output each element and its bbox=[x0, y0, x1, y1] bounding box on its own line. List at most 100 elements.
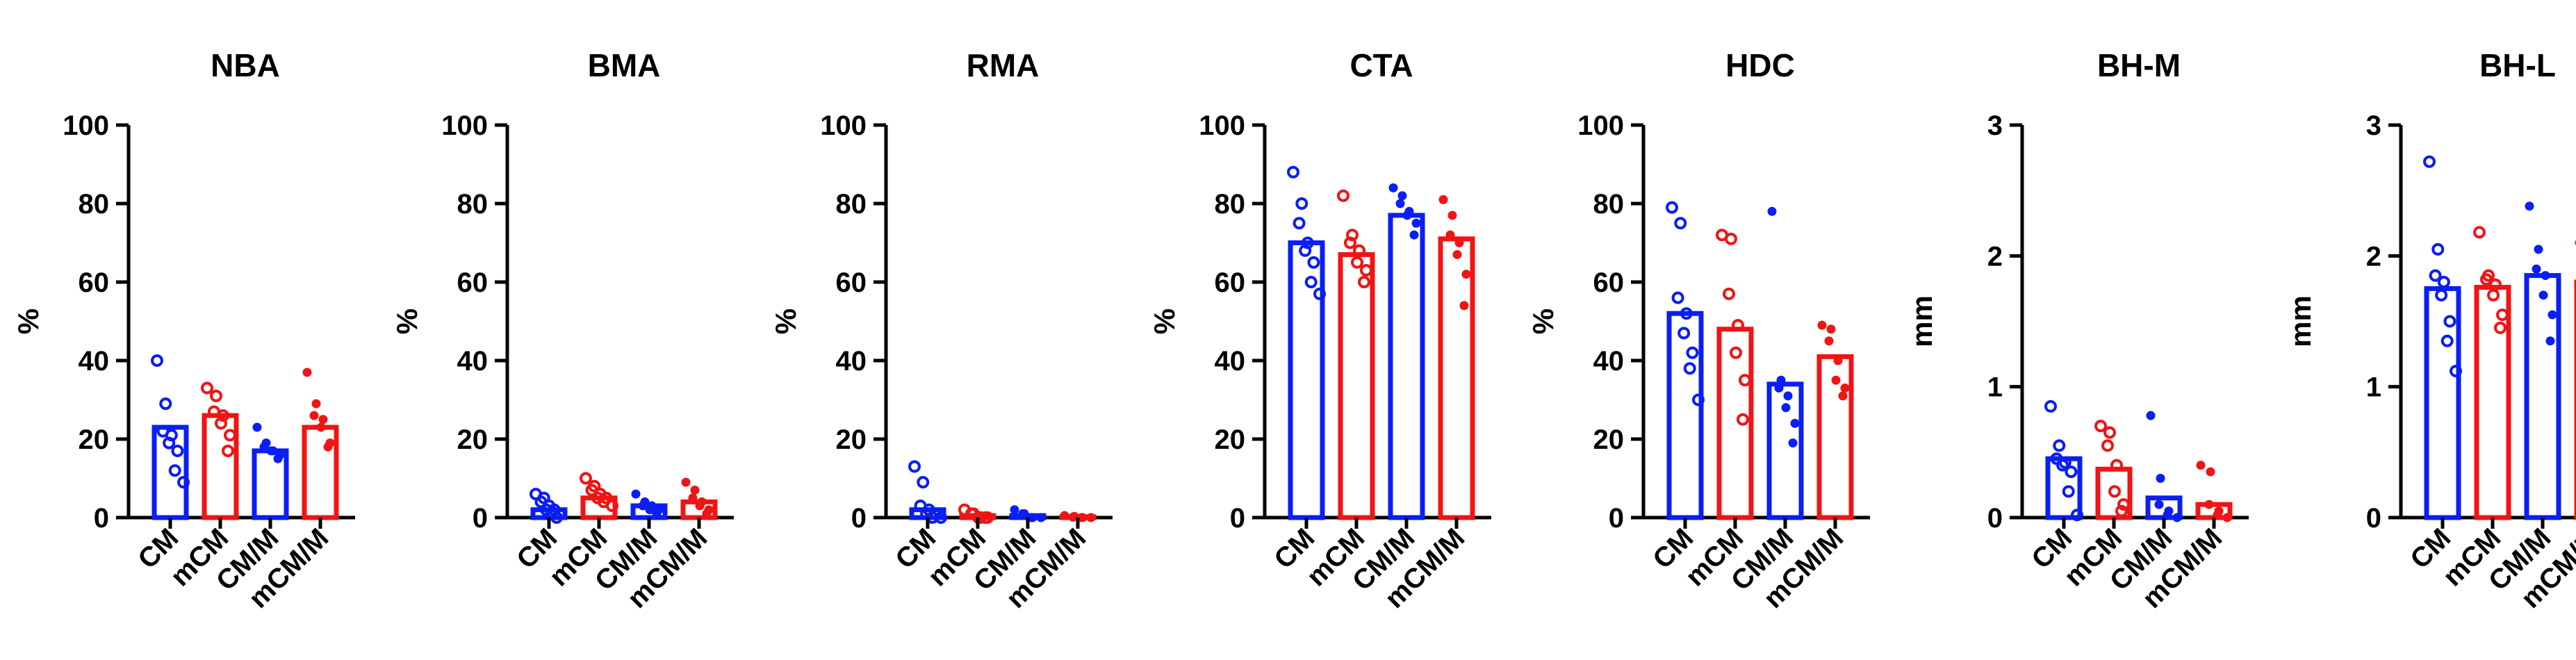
data-point bbox=[2525, 201, 2534, 211]
data-point bbox=[2450, 365, 2462, 378]
data-point bbox=[2435, 288, 2448, 302]
y-tick-label: 1 bbox=[2366, 372, 2381, 403]
data-point bbox=[1307, 256, 1320, 269]
data-point bbox=[1068, 512, 1078, 522]
data-point bbox=[1409, 230, 1419, 240]
data-point bbox=[1360, 264, 1372, 277]
data-point bbox=[210, 389, 222, 402]
data-point bbox=[1304, 276, 1318, 288]
data-point bbox=[266, 446, 276, 456]
data-point bbox=[1767, 206, 1777, 216]
data-point bbox=[702, 509, 712, 518]
data-point bbox=[1461, 270, 1471, 279]
data-point bbox=[1732, 319, 1744, 332]
data-point bbox=[606, 500, 618, 513]
panel-title: HDC bbox=[1725, 47, 1795, 83]
y-axis-label: mm bbox=[2284, 295, 2317, 347]
y-tick-label: 0 bbox=[851, 503, 867, 534]
data-point bbox=[171, 444, 184, 457]
y-tick-label: 2 bbox=[2366, 241, 2381, 272]
y-tick-label: 40 bbox=[79, 346, 110, 377]
data-point bbox=[1788, 438, 1798, 448]
y-axis-label: mm bbox=[1905, 295, 1938, 347]
data-point bbox=[259, 442, 269, 452]
data-point bbox=[1737, 413, 1749, 426]
data-point bbox=[688, 493, 698, 503]
data-point bbox=[2206, 467, 2215, 477]
data-point bbox=[1299, 244, 1312, 257]
data-point bbox=[2429, 269, 2442, 282]
y-tick-label: 20 bbox=[836, 424, 867, 455]
data-point bbox=[163, 436, 176, 449]
panel-title: NBA bbox=[211, 47, 280, 83]
data-point bbox=[2437, 276, 2450, 288]
data-point bbox=[550, 511, 563, 524]
data-point bbox=[1295, 197, 1308, 210]
data-point bbox=[1686, 346, 1699, 359]
panel-title: BH-L bbox=[2479, 47, 2556, 83]
y-tick-label: 0 bbox=[2366, 503, 2381, 534]
data-point bbox=[2156, 474, 2165, 483]
y-tick-label: 1 bbox=[1987, 372, 2003, 403]
data-point bbox=[631, 489, 641, 499]
y-tick-label: 60 bbox=[836, 267, 867, 298]
data-point bbox=[935, 511, 947, 524]
data-point bbox=[1344, 236, 1356, 249]
y-tick-label: 100 bbox=[63, 110, 109, 141]
data-point bbox=[2222, 513, 2232, 522]
y-tick-label: 20 bbox=[79, 424, 110, 455]
y-tick-label: 60 bbox=[1593, 267, 1625, 298]
data-point bbox=[652, 509, 662, 518]
y-tick-label: 80 bbox=[836, 189, 867, 220]
data-point bbox=[177, 476, 190, 489]
data-point bbox=[2480, 273, 2493, 286]
data-point bbox=[2053, 439, 2066, 452]
data-point bbox=[1313, 287, 1326, 300]
data-point bbox=[1723, 287, 1735, 300]
data-point bbox=[1739, 374, 1751, 387]
data-point bbox=[1411, 218, 1421, 228]
data-point bbox=[2172, 513, 2182, 522]
data-point bbox=[273, 454, 283, 463]
data-point bbox=[1452, 249, 1462, 259]
data-point bbox=[2541, 271, 2550, 281]
panel-title: RMA bbox=[967, 47, 1040, 83]
data-point bbox=[2213, 510, 2222, 520]
data-point bbox=[1840, 383, 1850, 393]
data-point bbox=[2101, 439, 2114, 452]
data-point bbox=[1680, 307, 1693, 320]
data-point bbox=[309, 411, 319, 420]
y-axis-label: % bbox=[1148, 308, 1181, 334]
data-point bbox=[1337, 189, 1349, 202]
y-tick-label: 0 bbox=[473, 503, 488, 534]
data-point bbox=[1838, 391, 1848, 401]
data-point bbox=[1790, 418, 1800, 428]
panel-title: BH-M bbox=[2097, 47, 2181, 83]
data-point bbox=[1677, 327, 1691, 340]
data-point bbox=[1459, 301, 1469, 311]
y-tick-label: 80 bbox=[1215, 189, 1246, 220]
data-point bbox=[316, 422, 326, 432]
data-point bbox=[151, 354, 163, 367]
data-point bbox=[311, 399, 321, 409]
data-point bbox=[1086, 513, 1096, 522]
y-tick-label: 40 bbox=[836, 346, 867, 377]
y-tick-label: 80 bbox=[1593, 189, 1625, 220]
data-point bbox=[323, 442, 333, 452]
y-tick-label: 0 bbox=[1230, 503, 1245, 534]
y-tick-label: 20 bbox=[457, 424, 489, 455]
data-point bbox=[302, 368, 312, 377]
data-point bbox=[1730, 346, 1742, 359]
data-point bbox=[979, 511, 992, 524]
panel-title: BMA bbox=[588, 47, 661, 83]
data-point bbox=[2443, 315, 2456, 328]
data-point bbox=[1351, 256, 1363, 269]
data-point bbox=[2496, 308, 2509, 322]
data-point bbox=[2154, 500, 2164, 509]
data-point bbox=[1293, 217, 1306, 230]
